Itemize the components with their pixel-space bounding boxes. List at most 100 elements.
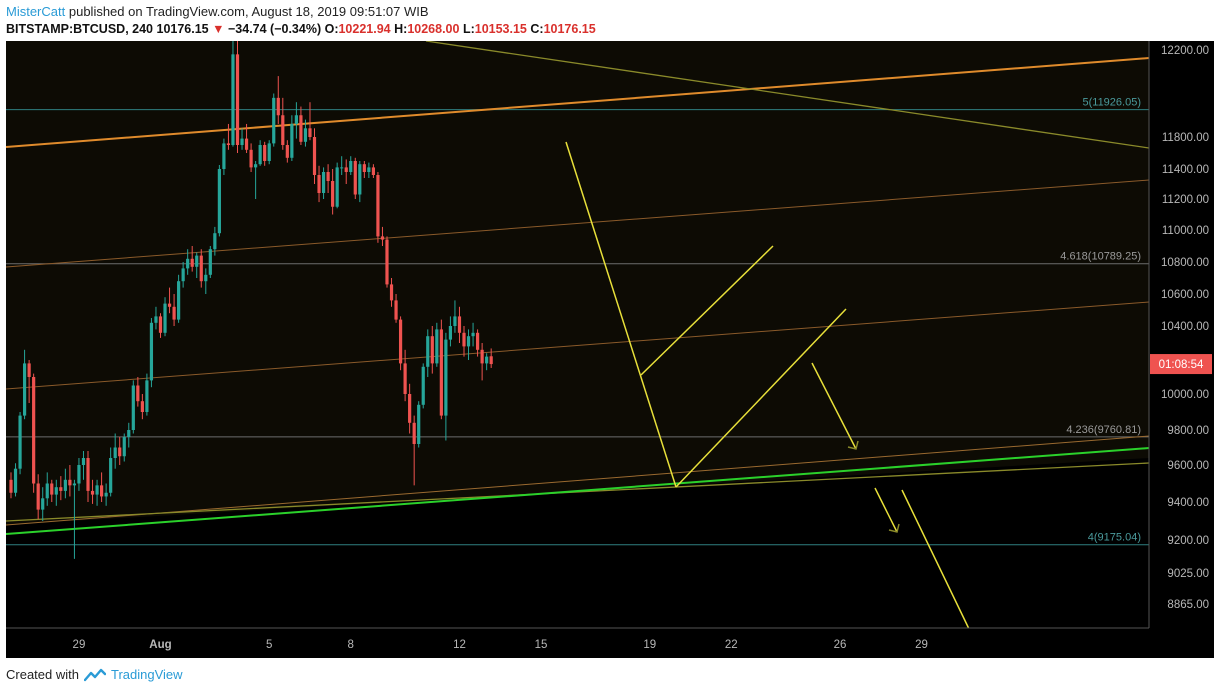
candle-body <box>489 356 493 365</box>
candle-body <box>249 149 253 168</box>
candle-body <box>308 128 312 137</box>
yellow-drop-line <box>565 141 677 488</box>
candle-body <box>140 401 144 412</box>
candle-body <box>285 145 289 158</box>
price-tick-label: 11800.00 <box>1162 132 1209 144</box>
time-tick-label: 29 <box>915 639 928 651</box>
time-tick-label: 26 <box>834 639 847 651</box>
candle-body <box>412 422 416 444</box>
price-change: −34.74 (−0.34%) <box>227 22 322 36</box>
chart-area[interactable]: 5(11926.05) 4.618(10789.25) 4.236(9760.81)… <box>6 41 1214 658</box>
candle-body <box>136 385 140 402</box>
candle-body <box>100 485 104 497</box>
candle-body <box>358 164 362 195</box>
candle-body <box>113 447 117 458</box>
open-label: O: <box>324 22 339 36</box>
price-tick-label: 9600.00 <box>1167 460 1209 472</box>
candle-body <box>326 172 330 181</box>
candle-body <box>32 377 36 484</box>
fib-level-label: 4.618(10789.25) <box>1060 251 1141 263</box>
yellow-arrow-line-2 <box>874 487 898 533</box>
candle-body <box>353 161 357 195</box>
price-tick-label: 11400.00 <box>1162 164 1209 176</box>
candle-body <box>122 437 126 457</box>
candle-body <box>13 468 18 493</box>
candle-body <box>371 167 375 175</box>
candle-body <box>95 485 99 495</box>
yellow-wedge-upper <box>640 245 774 376</box>
candle-body <box>27 363 31 377</box>
candle-body <box>462 332 466 347</box>
price-tick-label: 8865.00 <box>1167 599 1209 611</box>
candle-body <box>195 255 199 267</box>
candle-body <box>81 458 86 465</box>
candles-layer <box>9 41 493 559</box>
overlay-layer <box>565 141 971 632</box>
candle-body <box>267 143 271 161</box>
price-axis[interactable]: 12200.00 11800.00 11400.00 11200.00 11000.00… <box>1148 41 1214 658</box>
price-tick-label: 9200.00 <box>1167 535 1209 547</box>
candle-body <box>281 115 285 145</box>
candle-body <box>181 268 185 282</box>
time-axis-background <box>6 628 1214 658</box>
candle-body <box>349 161 353 172</box>
time-axis[interactable]: 29 Aug 5 8 12 15 19 22 26 29 <box>6 627 1214 658</box>
candle-body <box>457 316 462 333</box>
candle-body <box>167 303 172 307</box>
price-tick-label: 11000.00 <box>1162 225 1209 237</box>
candle-body <box>45 483 49 499</box>
candle-body <box>240 138 244 145</box>
high-value: 10268.00 <box>407 22 460 36</box>
candle-body <box>254 164 258 168</box>
time-tick-label: 15 <box>535 639 548 651</box>
candle-body <box>145 380 149 412</box>
candle-body <box>68 479 72 486</box>
candle-body <box>335 167 339 207</box>
price-chart[interactable]: 5(11926.05) 4.618(10789.25) 4.236(9760.81)… <box>6 41 1214 658</box>
candle-body <box>362 164 366 172</box>
candle-body <box>312 137 317 175</box>
candle-body <box>380 236 385 240</box>
price-tick-label: 9400.00 <box>1167 497 1209 509</box>
candle-body <box>444 339 448 416</box>
candle-body <box>435 329 439 364</box>
candle-body <box>104 492 108 497</box>
yellow-arrow-line-1 <box>811 362 857 450</box>
time-tick-label: 29 <box>73 639 86 651</box>
candle-body <box>448 326 453 340</box>
fib-level-label: 4.236(9760.81) <box>1066 424 1141 436</box>
candle-body <box>294 115 298 124</box>
tradingview-logo-icon <box>83 668 106 681</box>
candle-body <box>217 169 221 234</box>
candle-body <box>344 167 348 172</box>
candle-body <box>186 258 190 269</box>
candle-body <box>36 483 40 510</box>
candle-body <box>430 336 434 364</box>
yellow-arrow-line-3 <box>901 489 971 632</box>
candle-body <box>226 143 231 145</box>
candle-body <box>118 447 122 457</box>
candle-body <box>453 316 457 326</box>
candle-body <box>9 479 13 493</box>
tradingview-brand[interactable]: TradingView <box>110 667 183 682</box>
candle-body <box>22 363 27 416</box>
candle-body <box>290 123 294 158</box>
time-tick-label: 22 <box>725 639 738 651</box>
candle-body <box>54 487 58 495</box>
candle-body <box>263 145 267 161</box>
green-support-line <box>6 447 1150 535</box>
candle-body <box>417 404 421 444</box>
low-label: L: <box>462 22 475 36</box>
fib-level-label: 4(9175.04) <box>1088 532 1141 544</box>
publish-line: MisterCatt published on TradingView.com,… <box>6 4 429 19</box>
candle-body <box>376 175 380 237</box>
author-name[interactable]: MisterCatt <box>6 4 66 19</box>
candle-body <box>471 332 475 337</box>
candle-body <box>403 363 407 394</box>
created-with-label: Created with <box>6 667 79 682</box>
candle-body <box>50 483 54 495</box>
candle-body <box>340 167 344 169</box>
candle-body <box>131 385 135 430</box>
time-tick-label: 8 <box>348 639 354 651</box>
candle-body <box>394 300 398 320</box>
